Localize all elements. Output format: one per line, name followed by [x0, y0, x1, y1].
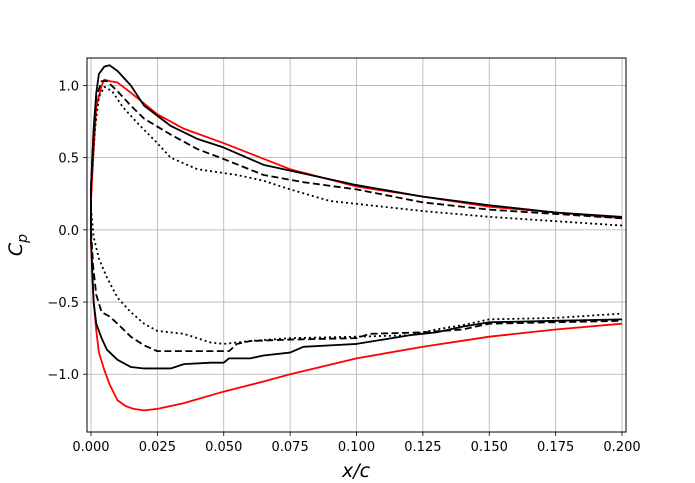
y-tick-label: 0.5 [58, 152, 79, 167]
series-line-2-dashed [90, 80, 623, 353]
x-tick-label: 0.000 [72, 440, 109, 455]
ticks: 0.000 0.025 0.050 0.075 0.100 0.125 0.150 0.175… [47, 79, 640, 455]
x-tick-label: 0.025 [139, 440, 176, 455]
y-tick-label: 1.0 [58, 79, 79, 94]
y-tick-label: −1.0 [47, 368, 79, 383]
series-group [90, 64, 623, 412]
grid [87, 58, 626, 432]
x-tick-label: 0.175 [537, 440, 574, 455]
x-tick-label: 0.075 [272, 440, 309, 455]
x-axis-label: x/c [341, 460, 371, 482]
x-tick-label: 0.125 [404, 440, 441, 455]
series-line-1-solid [90, 64, 623, 370]
series-line-3-dotted [90, 85, 623, 345]
y-axis-label-sub: p [15, 234, 31, 244]
plot-area [90, 64, 623, 412]
x-tick-label: 0.100 [338, 440, 375, 455]
x-tick-label: 0.200 [603, 440, 640, 455]
y-axis-label-main: C [5, 242, 27, 256]
y-tick-label: −0.5 [47, 296, 79, 311]
x-tick-label: 0.050 [205, 440, 242, 455]
y-axis-label: Cp [5, 234, 31, 256]
x-tick-label: 0.150 [471, 440, 508, 455]
y-tick-label: 0.0 [58, 224, 79, 239]
